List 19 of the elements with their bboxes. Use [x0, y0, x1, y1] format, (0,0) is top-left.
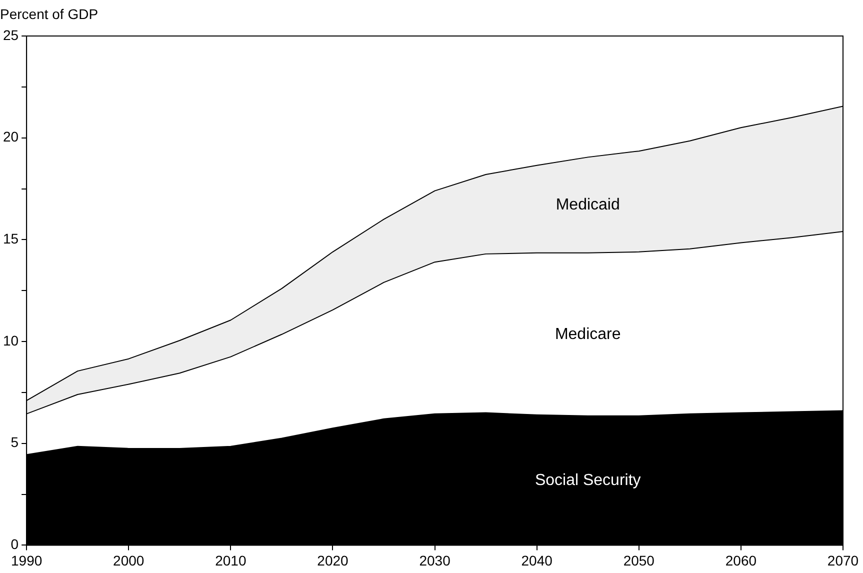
- x-tick-label: 2010: [215, 552, 246, 568]
- y-tick-label: 10: [2, 332, 19, 348]
- x-tick-label: 1990: [10, 552, 42, 568]
- x-tick-label: 2070: [827, 552, 859, 568]
- y-axis-title: Percent of GDP: [0, 6, 98, 22]
- x-tick-label: 2050: [623, 552, 655, 568]
- series-label: Social Security: [534, 472, 641, 489]
- x-tick-label: 2030: [419, 552, 451, 568]
- x-tick-label: 2060: [725, 552, 757, 568]
- series-label: Medicaid: [556, 196, 620, 214]
- y-tick-label: 25: [2, 26, 19, 43]
- x-tick-label: 2000: [113, 552, 144, 568]
- x-tick-label: 2040: [521, 552, 553, 568]
- y-tick-label: 20: [2, 128, 19, 145]
- y-tick-label: 5: [10, 434, 19, 450]
- series-label: Medicare: [554, 326, 621, 343]
- y-tick-label: 15: [2, 230, 19, 247]
- y-tick-label: 0: [10, 536, 19, 552]
- x-tick-label: 2020: [317, 552, 349, 568]
